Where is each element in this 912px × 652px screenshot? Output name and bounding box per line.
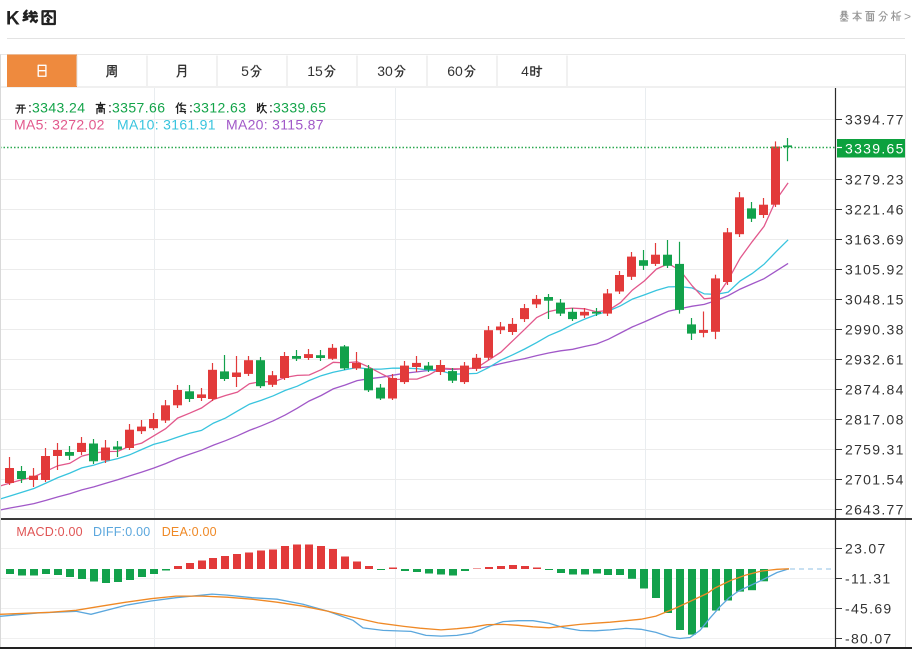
svg-text:2817.08: 2817.08 [845, 412, 905, 428]
svg-text:-80.07: -80.07 [845, 631, 893, 647]
svg-text:3394.77: 3394.77 [845, 112, 905, 128]
svg-text::: : [189, 100, 193, 116]
svg-text:2759.31: 2759.31 [845, 442, 905, 458]
svg-text:3279.23: 3279.23 [845, 172, 905, 188]
svg-text:3339.65: 3339.65 [273, 100, 326, 116]
svg-text:3163.69: 3163.69 [845, 232, 905, 248]
svg-text:3048.15: 3048.15 [845, 292, 905, 308]
svg-text:2990.38: 2990.38 [845, 322, 905, 338]
svg-text:2932.61: 2932.61 [845, 352, 905, 368]
svg-text::: : [269, 100, 273, 116]
svg-text:K: K [6, 9, 20, 30]
svg-text:2701.54: 2701.54 [845, 472, 905, 488]
svg-text:-45.69: -45.69 [845, 601, 893, 617]
svg-text:30: 30 [377, 63, 393, 79]
svg-text:3105.92: 3105.92 [845, 262, 905, 278]
svg-text:4: 4 [521, 63, 529, 79]
svg-text:3343.24: 3343.24 [32, 100, 85, 116]
svg-text:3221.46: 3221.46 [845, 202, 905, 218]
svg-text:>: > [904, 10, 911, 24]
svg-text:3339.65: 3339.65 [845, 141, 905, 157]
svg-text:2643.77: 2643.77 [845, 502, 905, 518]
svg-text:-11.31: -11.31 [845, 571, 891, 587]
svg-text:15: 15 [307, 63, 323, 79]
svg-text:MACD:0.00: MACD:0.00 [16, 525, 82, 539]
svg-text:3312.63: 3312.63 [193, 100, 246, 116]
svg-text:2874.84: 2874.84 [845, 382, 905, 398]
svg-text:5: 5 [241, 63, 249, 79]
svg-text:DIFF:0.00: DIFF:0.00 [93, 525, 150, 539]
svg-text:MA10: 3161.91: MA10: 3161.91 [117, 117, 216, 133]
svg-text:MA20: 3115.87: MA20: 3115.87 [226, 117, 324, 133]
svg-text:60: 60 [447, 63, 463, 79]
svg-text:3357.66: 3357.66 [112, 100, 165, 116]
svg-text:DEA:0.00: DEA:0.00 [162, 525, 217, 539]
svg-text::: : [108, 100, 112, 116]
svg-text::: : [28, 100, 32, 116]
svg-text:23.07: 23.07 [845, 541, 887, 557]
svg-text:MA5: 3272.02: MA5: 3272.02 [14, 117, 105, 133]
